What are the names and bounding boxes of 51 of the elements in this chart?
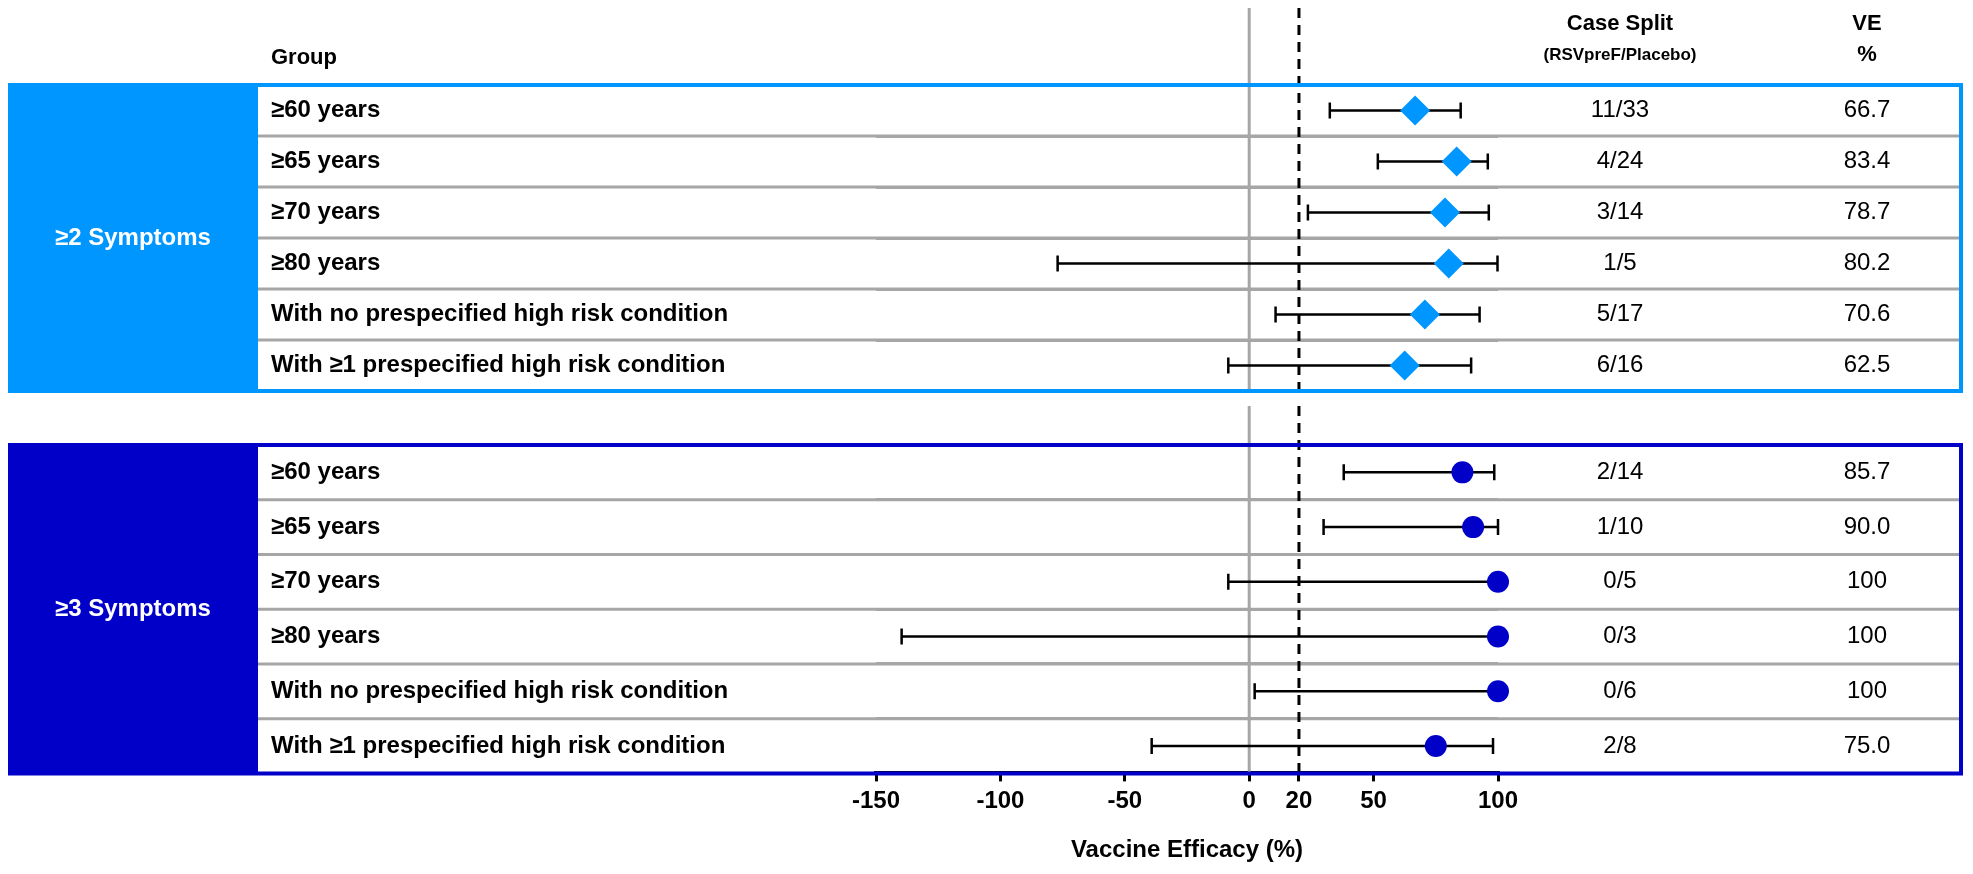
data-label: 80.2: [1843, 248, 1891, 276]
y-tick-label: ≥60 years: [271, 456, 381, 484]
data-label: 90.0: [1843, 511, 1891, 539]
text: 0/5: [1603, 566, 1637, 594]
x-tick-label: 0: [1242, 786, 1256, 814]
x-tick-label: 100: [1477, 786, 1519, 814]
text: 2/8: [1603, 730, 1637, 758]
y-tick-label: With ≥1 prespecified high risk condition: [271, 350, 726, 378]
y-tick-label: With no prespecified high risk condition: [271, 675, 729, 703]
data-label: 66.7: [1843, 95, 1891, 123]
text: 5/17: [1596, 299, 1644, 327]
y-tick-label: ≥65 years: [271, 146, 381, 174]
text: 0/3: [1603, 621, 1637, 649]
y-tick-label: ≥70 years: [271, 197, 381, 225]
text: 4/24: [1596, 146, 1644, 174]
y-tick-label: With ≥1 prespecified high risk condition: [271, 730, 726, 758]
text: 1/5: [1603, 248, 1637, 276]
text: 1/10: [1596, 511, 1644, 539]
data-label: 100: [1846, 675, 1888, 703]
text: 6/16: [1596, 350, 1644, 378]
x-axis-title: Vaccine Efficacy (%): [1070, 835, 1304, 863]
x-tick-label: 50: [1360, 786, 1387, 814]
data-label: 78.7: [1843, 197, 1891, 225]
x-tick-label: -100: [976, 786, 1025, 814]
y-tick-label: ≥80 years: [271, 621, 381, 649]
text: VE: [1852, 10, 1882, 36]
text: (RSVpreF/Placebo): [1543, 44, 1697, 64]
y-tick-label: ≥65 years: [271, 511, 381, 539]
x-tick-label: 20: [1285, 786, 1313, 814]
text: 2/14: [1596, 456, 1644, 484]
text: 11/33: [1590, 95, 1650, 123]
text: %: [1857, 41, 1877, 67]
text: 0/6: [1603, 675, 1637, 703]
x-tick-label: -50: [1107, 786, 1143, 814]
data-label: 100: [1846, 566, 1888, 594]
text: ≥3 Symptoms: [55, 593, 211, 621]
y-tick-label: ≥80 years: [271, 248, 381, 276]
data-label: 70.6: [1843, 299, 1891, 327]
text: 3/14: [1596, 197, 1644, 225]
data-label: 75.0: [1843, 730, 1891, 758]
text: Case Split: [1566, 10, 1674, 36]
data-label: 62.5: [1843, 350, 1891, 378]
y-tick-label: ≥60 years: [271, 95, 381, 123]
x-tick-label: -150: [851, 786, 901, 814]
data-label: 83.4: [1843, 146, 1891, 174]
y-tick-label: ≥70 years: [271, 566, 381, 594]
text: ≥2 Symptoms: [55, 222, 211, 250]
data-label: 100: [1846, 621, 1888, 649]
text: Group: [271, 44, 337, 70]
y-tick-label: With no prespecified high risk condition: [271, 299, 729, 327]
data-label: 85.7: [1843, 456, 1891, 484]
